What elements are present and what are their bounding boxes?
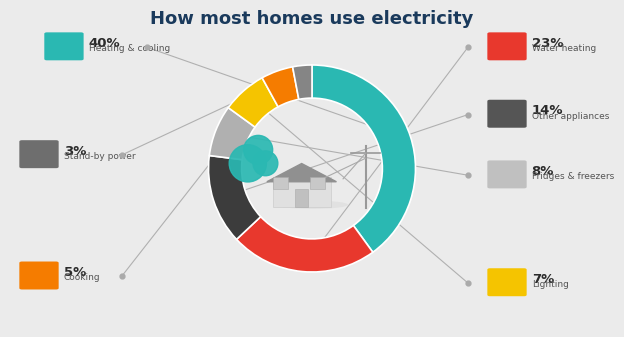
Wedge shape — [293, 65, 312, 99]
Text: 40%: 40% — [89, 37, 120, 50]
FancyBboxPatch shape — [487, 268, 527, 296]
Wedge shape — [236, 217, 373, 272]
Text: Other appliances: Other appliances — [532, 112, 609, 121]
FancyBboxPatch shape — [19, 262, 59, 289]
Polygon shape — [267, 163, 336, 182]
Text: Stand-by power: Stand-by power — [64, 152, 135, 161]
Wedge shape — [228, 78, 278, 127]
FancyBboxPatch shape — [487, 32, 527, 60]
Text: How most homes use electricity: How most homes use electricity — [150, 10, 474, 28]
Text: 8%: 8% — [532, 165, 554, 178]
Wedge shape — [262, 67, 299, 107]
FancyBboxPatch shape — [487, 100, 527, 128]
Text: 3%: 3% — [64, 145, 86, 158]
Wedge shape — [209, 108, 255, 160]
Text: Water heating: Water heating — [532, 44, 596, 53]
Wedge shape — [312, 65, 416, 252]
Circle shape — [229, 145, 266, 182]
Text: Cooking: Cooking — [64, 273, 100, 282]
FancyBboxPatch shape — [19, 140, 59, 168]
Text: 5%: 5% — [64, 266, 86, 279]
Text: Lighting: Lighting — [532, 280, 568, 289]
FancyBboxPatch shape — [44, 32, 84, 60]
Bar — [273, 177, 331, 207]
Text: Heating & cooling: Heating & cooling — [89, 44, 170, 53]
Bar — [273, 177, 288, 189]
Text: 7%: 7% — [532, 273, 554, 286]
Ellipse shape — [276, 201, 348, 209]
Circle shape — [253, 151, 278, 176]
Circle shape — [244, 135, 273, 164]
Text: 23%: 23% — [532, 37, 563, 50]
Bar — [310, 177, 326, 189]
FancyBboxPatch shape — [487, 160, 527, 188]
Text: Fridges & freezers: Fridges & freezers — [532, 172, 614, 181]
Text: 14%: 14% — [532, 104, 563, 118]
Wedge shape — [208, 156, 261, 239]
Bar — [295, 189, 308, 207]
